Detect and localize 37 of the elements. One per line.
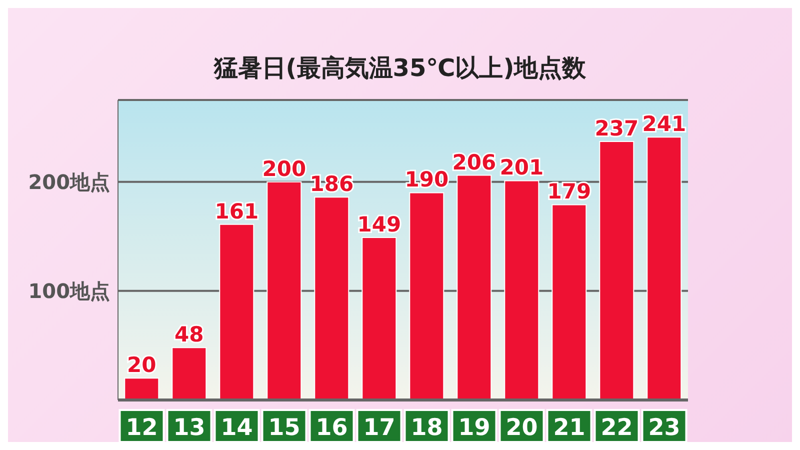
x-tick-label: 17	[363, 415, 396, 441]
x-tick-label: 22	[600, 415, 633, 441]
data-label: 201	[500, 156, 544, 180]
bar	[409, 192, 444, 400]
data-label: 241	[642, 112, 686, 136]
x-tick-label: 19	[458, 415, 490, 441]
x-tick-label: 16	[316, 415, 348, 441]
bar	[124, 378, 160, 400]
x-tick-label: 20	[506, 415, 538, 441]
bar	[219, 224, 254, 400]
bar	[646, 136, 682, 400]
bar	[504, 180, 540, 400]
x-tick-label: 23	[648, 415, 680, 441]
data-label: 237	[594, 116, 639, 140]
chart-title: 猛暑日(最高気温35℃以上)地点数	[212, 53, 588, 84]
data-label: 161	[214, 199, 259, 224]
x-tick-label: 18	[410, 415, 443, 441]
data-label: 206	[452, 150, 496, 174]
bar	[456, 174, 492, 400]
x-tick-label: 21	[553, 415, 586, 441]
bar	[599, 140, 634, 400]
x-tick-label: 14	[220, 415, 253, 441]
bar	[362, 236, 397, 400]
bar	[552, 204, 587, 400]
y-tick-label: 200地点	[28, 170, 110, 194]
bar	[266, 181, 302, 400]
x-tick-label: 15	[268, 415, 300, 441]
data-label: 48	[174, 322, 204, 347]
y-tick-label: 100地点	[28, 279, 110, 304]
data-label: 149	[357, 212, 402, 236]
bar	[172, 347, 207, 400]
data-label: 179	[547, 180, 592, 204]
data-label: 200	[262, 156, 306, 181]
x-tick-label: 13	[173, 415, 206, 441]
bar	[314, 196, 350, 400]
data-label: 20	[127, 353, 156, 378]
x-tick-label: 12	[126, 415, 158, 441]
